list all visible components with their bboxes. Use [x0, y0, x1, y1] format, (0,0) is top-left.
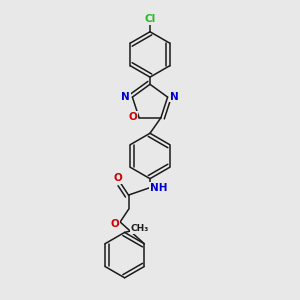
Text: O: O	[110, 219, 119, 230]
Text: N: N	[170, 92, 178, 101]
Text: NH: NH	[150, 183, 167, 193]
Text: N: N	[122, 92, 130, 101]
Text: O: O	[113, 173, 122, 183]
Text: Cl: Cl	[144, 14, 156, 24]
Text: CH₃: CH₃	[130, 224, 149, 233]
Text: O: O	[128, 112, 137, 122]
